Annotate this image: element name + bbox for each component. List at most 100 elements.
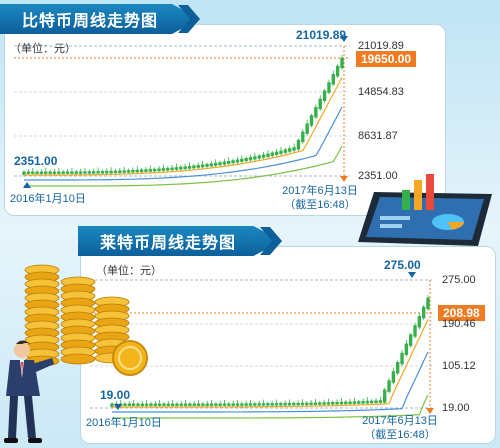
ltc-candle (335, 401, 339, 405)
btc-tick-1: 21019.89 (358, 40, 404, 52)
ltc-candle (218, 403, 222, 406)
businessman-pushing-coin-icon (4, 340, 54, 443)
ltc-candle (383, 389, 387, 403)
ltc-ma-short (112, 319, 429, 408)
ltc-start-label: 19.00 (100, 388, 131, 402)
ltc-tick-3: 105.12 (442, 360, 476, 372)
ltc-candles (110, 295, 430, 409)
btc-candle (183, 166, 187, 170)
btc-candle (213, 162, 218, 166)
btc-candle (170, 167, 174, 171)
btc-candle (288, 148, 292, 152)
btc-candle (335, 65, 340, 77)
ltc-tick-4: 19.00 (442, 402, 470, 414)
btc-candle (144, 169, 148, 172)
ltc-candle (192, 403, 196, 406)
ltc-candle (153, 403, 157, 406)
btc-peak-marker (340, 36, 348, 42)
btc-title-banner: 比特币周线走势图 (0, 4, 200, 34)
btc-candle (96, 171, 100, 174)
ltc-candle (110, 403, 114, 407)
ltc-candle (253, 403, 257, 406)
btc-chart-svg (14, 36, 350, 188)
ltc-tick-2: 190.46 (442, 318, 476, 330)
ltc-title: 莱特币周线走势图 (100, 235, 237, 252)
btc-candle (322, 90, 327, 102)
btc-candle (152, 168, 157, 172)
btc-candle (301, 131, 305, 143)
btc-candle (92, 171, 96, 174)
ltc-tick-1: 275.00 (442, 274, 476, 286)
btc-candle (35, 171, 39, 174)
btc-candle (139, 169, 144, 173)
ltc-candle (426, 297, 430, 310)
btc-tick-2: 14854.83 (358, 86, 404, 98)
ltc-candle (378, 400, 383, 403)
btc-candle (279, 150, 283, 154)
btc-candle (253, 156, 257, 160)
ltc-candle (131, 403, 136, 406)
ltc-candle (296, 402, 300, 406)
btc-candle (135, 169, 139, 173)
btc-candle (131, 169, 135, 173)
btc-candle (305, 123, 309, 134)
btc-candle (209, 163, 214, 167)
btc-ma-mid (24, 106, 343, 181)
btc-candle (205, 164, 209, 167)
btc-candle (192, 165, 196, 169)
ltc-chart-panel (80, 246, 496, 444)
btc-candle (39, 171, 44, 174)
btc-candle (331, 74, 335, 85)
ltc-candle (413, 325, 417, 337)
btc-current-price-badge: 19650.00 (356, 51, 417, 67)
ltc-candle (209, 403, 214, 406)
ltc-end-marker (426, 408, 434, 414)
ltc-candle (365, 400, 370, 404)
ltc-candle (222, 403, 227, 406)
ltc-candle (261, 403, 266, 406)
ltc-unit-label: （单位：元） (96, 265, 162, 277)
ltc-candle (235, 403, 240, 406)
ltc-candle (196, 403, 201, 406)
ltc-candle (279, 403, 283, 406)
btc-candle (248, 157, 253, 161)
btc-tick-4: 2351.00 (358, 170, 398, 182)
ltc-candle (240, 403, 244, 406)
ltc-candle (409, 334, 413, 346)
ltc-candle (123, 403, 127, 406)
ltc-candle (370, 400, 374, 404)
btc-candle (200, 164, 205, 168)
ltc-candle (421, 306, 426, 319)
btc-candle (70, 171, 74, 174)
btc-candle (83, 171, 87, 174)
btc-start-date: 2016年1月10日 (10, 193, 86, 205)
btc-candle (296, 139, 301, 150)
btc-candle (257, 155, 261, 159)
ltc-candle (318, 402, 322, 405)
ltc-current-price-badge: 208.98 (438, 305, 485, 321)
ltc-candle (175, 403, 179, 406)
ltc-candle (183, 403, 188, 406)
btc-candle (240, 158, 244, 162)
ltc-candle (309, 402, 313, 405)
btc-candle (270, 152, 274, 156)
ltc-candle (270, 403, 274, 406)
ltc-candle (287, 402, 292, 406)
btc-start-label: 2351.00 (14, 154, 58, 168)
btc-candle (218, 162, 222, 166)
ltc-candle (396, 361, 400, 374)
btc-candle (187, 165, 192, 169)
ltc-candle (391, 371, 396, 383)
ltc-candle (331, 402, 335, 405)
ltc-candle (205, 403, 209, 406)
btc-candle (283, 149, 288, 153)
btc-candle (309, 115, 314, 126)
btc-candle (227, 160, 231, 164)
btc-candle (222, 161, 227, 165)
btc-candle (274, 151, 279, 155)
ltc-candle (201, 403, 205, 406)
btc-peak-label: 21019.89 (296, 28, 347, 42)
btc-candle (118, 170, 122, 173)
btc-candle (166, 167, 170, 171)
